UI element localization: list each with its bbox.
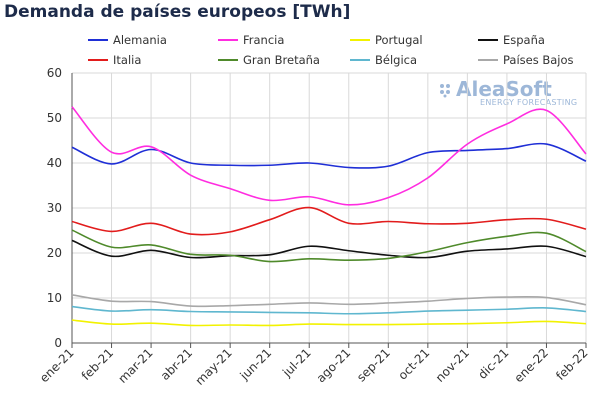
y-tick-label: 60: [47, 66, 62, 80]
x-tick-label: mar-21: [116, 346, 156, 386]
series-lines: [71, 106, 587, 327]
legend-swatch: [350, 58, 370, 61]
legend-item: Alemania: [88, 33, 167, 47]
x-tick-label: jul-21: [279, 346, 314, 381]
legend-label: Bélgica: [375, 53, 418, 67]
series-line-belgica: [71, 305, 587, 315]
legend-swatch: [218, 58, 238, 61]
legend-swatch: [478, 58, 498, 61]
legend-item: Países Bajos: [478, 53, 574, 67]
x-tick-label: nov-21: [433, 346, 472, 385]
aleasoft-icon: [440, 84, 450, 98]
legend-swatch: [88, 58, 108, 61]
series-line-espana: [71, 239, 587, 259]
legend-swatch: [350, 38, 370, 41]
y-tick-label: 40: [47, 156, 62, 170]
x-tick-label: feb-22: [553, 346, 590, 383]
legend-swatch: [88, 38, 108, 41]
x-tick-label: ene-22: [511, 346, 551, 386]
x-tick-label: ago-21: [314, 346, 354, 386]
y-tick-label: 10: [47, 291, 62, 305]
series-line-francia: [71, 106, 587, 206]
watermark-subtitle: ENERGY FORECASTING: [480, 98, 578, 107]
y-tick-label: 30: [47, 201, 62, 215]
legend-item: Italia: [88, 53, 141, 67]
legend-label: Alemania: [113, 33, 167, 47]
x-tick-label: ene-21: [37, 346, 77, 386]
y-tick-label: 50: [47, 111, 62, 125]
chart-legend: Alemania Francia Portugal España Italia Gran …: [0, 0, 600, 80]
x-tick-label: oct-21: [395, 346, 432, 383]
series-line-paises-bajos: [71, 294, 587, 308]
legend-swatch: [218, 38, 238, 41]
x-tick-label: jun-21: [237, 346, 275, 384]
series-line-portugal: [71, 319, 587, 327]
watermark-name: AleaSoft: [456, 77, 552, 101]
legend-item: Portugal: [350, 33, 423, 47]
chart-title: Demanda de países europeos [TWh]: [4, 2, 351, 22]
x-tick-label: dic-21: [475, 346, 511, 382]
y-tick-label: 20: [47, 246, 62, 260]
legend-label: Francia: [243, 33, 285, 47]
grid-lines: [72, 72, 587, 343]
series-line-gran-bretana: [71, 229, 587, 263]
legend-label: Portugal: [375, 33, 423, 47]
legend-item: Bélgica: [350, 53, 417, 67]
x-tick-label: may-21: [193, 346, 235, 388]
legend-label: Italia: [113, 53, 142, 67]
y-tick-label: 0: [54, 336, 62, 350]
watermark-logo: AleaSoft ENERGY FORECASTING: [438, 77, 588, 112]
legend-swatch: [478, 38, 498, 41]
axes: [71, 73, 587, 348]
legend-label: Gran Bretaña: [243, 53, 320, 67]
legend-item: Gran Bretaña: [218, 53, 320, 67]
legend-label: Países Bajos: [503, 53, 574, 67]
series-line-italia: [71, 206, 587, 236]
legend-item: Francia: [218, 33, 284, 47]
x-tick-label: abr-21: [158, 346, 195, 383]
x-tick-label: feb-21: [79, 346, 116, 383]
legend-item: España: [478, 33, 545, 47]
legend-label: España: [503, 33, 545, 47]
series-line-alemania: [71, 142, 587, 169]
x-tick-label: sep-21: [354, 346, 393, 385]
tick-labels: 0 10 20 30 40 50 60 ene-21 feb-21 mar-21 abr-21may…: [37, 66, 591, 388]
